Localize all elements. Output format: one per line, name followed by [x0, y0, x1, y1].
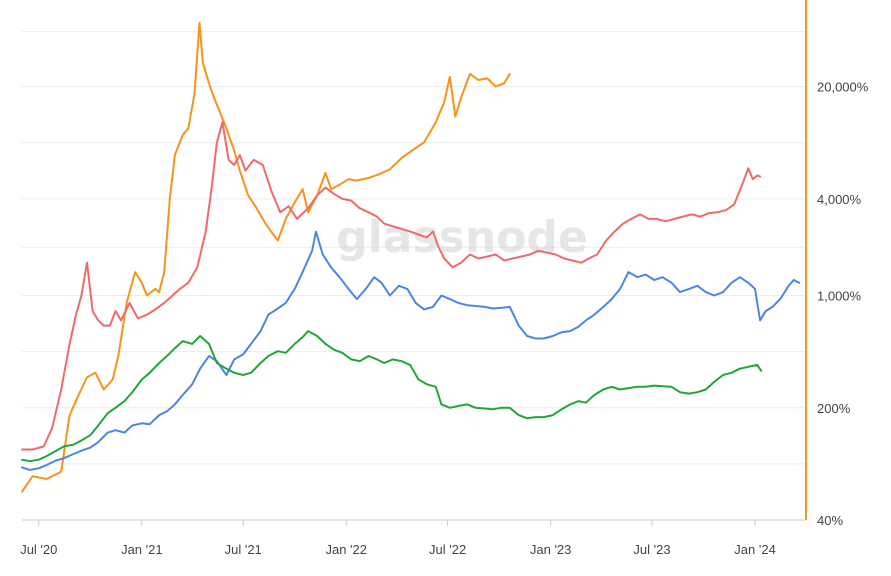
y-axis-ticks: 40% 200% 1,000% 4,000% 20,000%: [817, 80, 869, 528]
x-tick-label: Jul '22: [429, 542, 466, 557]
series-line-1: [21, 21, 511, 493]
x-tick-label: Jan '22: [325, 542, 367, 557]
y-tick-label: 20,000%: [817, 80, 869, 95]
y-tick-label: 4,000%: [817, 192, 862, 207]
x-tick-label: Jul '21: [225, 542, 262, 557]
series-line-3: [21, 230, 801, 471]
series-line-2: [21, 121, 762, 451]
x-tick-label: Jan '21: [121, 542, 163, 557]
x-axis-ticks: Jul '20 Jan '21 Jul '21 Jan '22 Jul '22 Jan '…: [20, 520, 776, 557]
y-tick-label: 200%: [817, 401, 851, 416]
y-tick-label: 40%: [817, 513, 843, 528]
grid: [22, 31, 806, 521]
series-line-4: [21, 330, 763, 463]
series-layer: [21, 21, 801, 493]
x-tick-label: Jul '23: [633, 542, 670, 557]
x-tick-label: Jul '20: [20, 542, 57, 557]
x-tick-label: Jan '23: [530, 542, 572, 557]
watermark-text: glassnode: [336, 212, 588, 263]
x-tick-label: Jan '24: [734, 542, 776, 557]
y-tick-label: 1,000%: [817, 289, 862, 304]
